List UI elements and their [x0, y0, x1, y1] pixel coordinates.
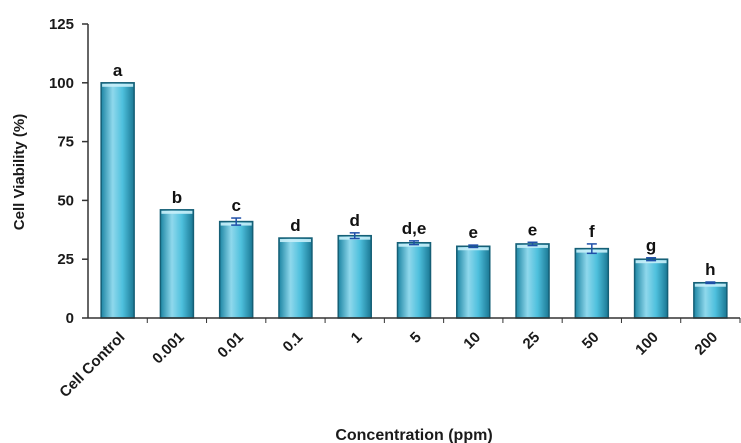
x-tick-label: 10 — [460, 329, 484, 353]
y-tick-label: 50 — [57, 192, 74, 209]
bar-top-highlight — [279, 239, 311, 243]
x-tick-label: 25 — [520, 329, 544, 353]
bar — [218, 220, 254, 319]
x-tick-label: 0.001 — [149, 329, 188, 368]
x-tick-label: 200 — [691, 329, 721, 359]
y-tick-label: 125 — [49, 16, 74, 33]
x-axis: Cell Control 0.001 0.01 0.1 1 5 10 25 50 100 200 — [56, 317, 741, 401]
significance-label: e — [469, 223, 478, 242]
significance-label: c — [231, 196, 240, 215]
y-tick-label: 100 — [49, 75, 74, 92]
bar — [574, 247, 610, 319]
x-tick-label: 50 — [579, 329, 603, 353]
bar — [456, 245, 491, 319]
y-axis-label: Cell Viability (%) — [11, 114, 28, 230]
bar — [337, 234, 372, 319]
bar-top-highlight — [102, 83, 134, 87]
x-tick-label: Cell Control — [56, 329, 128, 401]
significance-label: a — [113, 61, 123, 80]
x-tick-label: 1 — [348, 329, 366, 347]
y-tick-label: 75 — [57, 134, 74, 151]
bar-top-highlight — [694, 283, 726, 287]
bars: a b c d d d,e e e f g h — [100, 61, 728, 319]
y-tick-label: 25 — [57, 251, 74, 268]
x-tick-label: 5 — [407, 329, 425, 347]
bar-top-highlight — [635, 260, 667, 264]
significance-label: b — [172, 188, 182, 207]
x-tick-label: 100 — [632, 329, 662, 359]
bar — [693, 281, 728, 319]
bar — [515, 243, 550, 319]
significance-label: f — [589, 222, 595, 241]
bar — [396, 241, 432, 319]
bar — [278, 237, 313, 319]
x-tick-label: 0.01 — [214, 329, 247, 362]
significance-label: h — [705, 260, 715, 279]
significance-label: g — [646, 236, 656, 255]
bar — [633, 258, 669, 319]
x-axis-label: Concentration (ppm) — [335, 427, 492, 443]
significance-label: e — [528, 220, 537, 239]
significance-label: d,e — [402, 219, 427, 238]
bar — [159, 209, 195, 319]
bar-top-highlight — [457, 247, 489, 251]
bar-top-highlight — [517, 244, 549, 248]
significance-label: d — [290, 216, 300, 235]
y-axis: 0 25 50 75 100 125 — [49, 16, 89, 327]
y-tick-label: 0 — [66, 310, 74, 327]
bar-top-highlight — [161, 210, 193, 214]
x-tick-label: 0.1 — [280, 329, 307, 356]
bar — [100, 82, 135, 319]
significance-label: d — [350, 211, 360, 230]
